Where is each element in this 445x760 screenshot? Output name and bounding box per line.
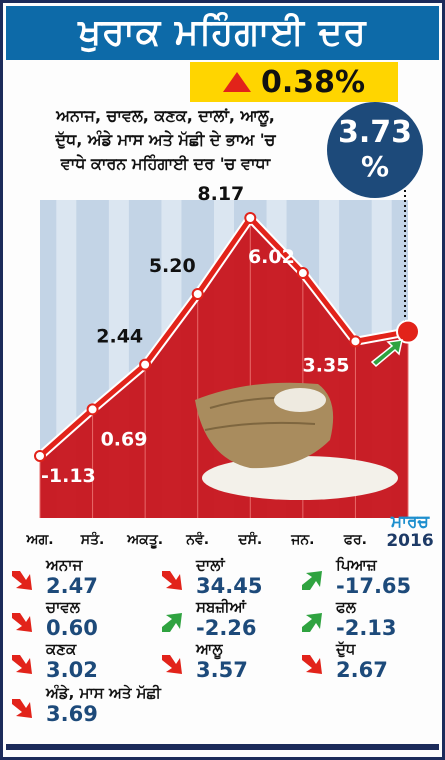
data-point xyxy=(349,335,362,348)
category-label: ਦਾਲਾਂ xyxy=(196,556,225,574)
category-label: ਅੰਡੇ, ਮਾਸ ਅਤੇ ਮੱਛੀ xyxy=(46,684,161,702)
category-label: ਆਲੂ xyxy=(196,640,223,658)
category-item: ਕਣਕ 3.02 xyxy=(10,640,150,682)
data-point xyxy=(296,267,309,280)
data-point xyxy=(86,403,99,416)
march-label: ਮਾਰਚ 2016 xyxy=(380,512,440,550)
category-value: -2.13 xyxy=(336,616,397,640)
x-tick-label: ਦਸੰ. xyxy=(237,530,262,548)
description: ਅਨਾਜ, ਚਾਵਲ, ਕਣਕ, ਦਾਲਾਂ, ਆਲੂ, ਦੁੱਧ, ਅੰਡੇ … xyxy=(8,104,323,176)
category-value: 2.67 xyxy=(336,658,388,682)
sack-weave xyxy=(204,421,316,431)
march-year: 2016 xyxy=(386,531,434,551)
category-value: -17.65 xyxy=(336,574,412,598)
category-label: ਦੁੱਧ xyxy=(336,640,356,658)
change-badge: 0.38% xyxy=(190,62,398,102)
march-month: ਮਾਰਚ xyxy=(390,512,430,532)
category-label: ਚਾਵਲ xyxy=(46,598,80,616)
data-point xyxy=(244,212,257,224)
category-item: ਫਲ -2.13 xyxy=(300,598,440,640)
data-point xyxy=(396,319,420,344)
green-arrow-icon xyxy=(302,571,322,590)
red-arrow-icon xyxy=(12,655,32,674)
data-label: 6.02 xyxy=(248,246,295,268)
x-tick-label: ਜਨ. xyxy=(290,532,314,548)
red-arrow-icon xyxy=(302,655,322,674)
series-line xyxy=(38,215,409,458)
red-arrow-icon xyxy=(162,655,182,674)
rice-pile xyxy=(202,456,398,500)
data-point xyxy=(34,450,46,462)
data-label: 5.20 xyxy=(149,255,196,277)
category-item: ਪਿਆਜ਼ -17.65 xyxy=(300,556,440,598)
category-label: ਕਣਕ xyxy=(46,640,77,658)
description-line: ਅਨਾਜ, ਚਾਵਲ, ਕਣਕ, ਦਾਲਾਂ, ਆਲੂ, xyxy=(56,106,275,125)
inflation-line-chart: -1.130.69 2.44 5.20 8.17 6.02 3.35 ਅਗ. ਸਤੰ. ਅਕਤੂ… xyxy=(25,183,420,549)
data-label: 3.35 xyxy=(303,354,350,376)
x-tick-label: ਸਤੰ. xyxy=(80,530,105,548)
current-rate-value: 3.73 xyxy=(337,115,413,150)
current-rate-unit: % xyxy=(360,150,390,183)
description-line: ਵਾਧੇ ਕਾਰਨ ਮਹਿੰਗਾਈ ਦਰ 'ਚ ਵਾਧਾ xyxy=(60,154,271,173)
x-tick-label: ਫਰ. xyxy=(343,532,367,548)
current-rate-circle: 3.73 % xyxy=(327,102,423,198)
x-tick-label: ਅਕਤੂ. xyxy=(126,532,163,549)
bottom-bar xyxy=(6,744,439,750)
data-label: 2.44 xyxy=(96,326,143,348)
category-value: 3.57 xyxy=(196,658,248,682)
category-value: 3.69 xyxy=(46,702,98,726)
change-value: 0.38% xyxy=(260,64,366,100)
red-arrow-icon xyxy=(12,571,32,590)
data-label: -1.13 xyxy=(41,465,96,487)
red-arrow-icon xyxy=(12,699,32,718)
category-item: ਅੰਡੇ, ਮਾਸ ਅਤੇ ਮੱਛੀ 3.69 xyxy=(10,684,161,726)
red-arrow-icon xyxy=(12,613,32,632)
green-arrow-icon xyxy=(162,613,182,632)
increase-arrow-icon xyxy=(370,339,403,368)
data-label: 8.17 xyxy=(197,183,244,205)
category-item: ਆਲੂ 3.57 xyxy=(160,640,300,682)
category-item: ਦਾਲਾਂ 34.45 xyxy=(160,556,300,598)
category-label: ਸਬਜ਼ੀਆਂ xyxy=(196,598,247,616)
x-tick-label: ਨਵੰ. xyxy=(185,530,209,548)
data-point xyxy=(191,288,204,301)
category-value: 34.45 xyxy=(196,574,263,598)
category-value: 0.60 xyxy=(46,616,98,640)
page-title: ਖੁਰਾਕ ਮਹਿੰਗਾਈ ਦਰ xyxy=(6,6,439,60)
x-tick-label: ਅਗ. xyxy=(25,532,53,548)
category-label: ਅਨਾਜ xyxy=(46,556,83,574)
category-value: -2.26 xyxy=(196,616,257,640)
sack-opening xyxy=(274,388,326,412)
category-label: ਪਿਆਜ਼ xyxy=(336,556,377,574)
category-item: ਅਨਾਜ 2.47 xyxy=(10,556,150,598)
red-arrow-icon xyxy=(162,571,182,590)
data-point xyxy=(139,358,152,371)
data-label: 0.69 xyxy=(101,428,148,450)
increase-triangle-icon xyxy=(222,72,251,92)
category-label: ਫਲ xyxy=(336,598,356,616)
category-item: ਦੁੱਧ 2.67 xyxy=(300,640,440,682)
green-arrow-icon xyxy=(302,613,322,632)
category-value: 2.47 xyxy=(46,574,98,598)
category-item: ਸਬਜ਼ੀਆਂ -2.26 xyxy=(160,598,300,640)
description-line: ਦੁੱਧ, ਅੰਡੇ ਮਾਸ ਅਤੇ ਮੱਛੀ ਦੇ ਭਾਅ 'ਚ xyxy=(55,130,276,149)
category-item: ਚਾਵਲ 0.60 xyxy=(10,598,150,640)
category-value: 3.02 xyxy=(46,658,98,682)
